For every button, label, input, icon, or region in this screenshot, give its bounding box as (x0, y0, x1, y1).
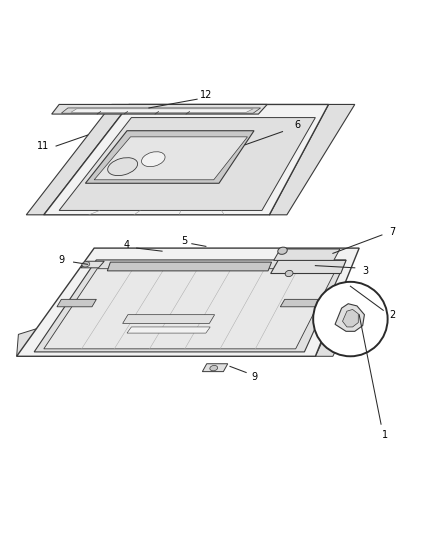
Polygon shape (202, 364, 228, 372)
Text: 4: 4 (124, 240, 130, 251)
Ellipse shape (210, 366, 218, 371)
Polygon shape (271, 260, 346, 273)
Polygon shape (61, 108, 261, 113)
Ellipse shape (278, 247, 287, 254)
Ellipse shape (82, 262, 90, 267)
Text: 7: 7 (389, 228, 395, 237)
Ellipse shape (108, 158, 138, 175)
Polygon shape (44, 269, 336, 349)
Polygon shape (81, 261, 104, 268)
Text: 3: 3 (363, 266, 369, 276)
Text: 1: 1 (382, 430, 389, 440)
Text: 6: 6 (295, 120, 301, 131)
Polygon shape (57, 300, 96, 307)
Polygon shape (44, 104, 328, 215)
Text: 12: 12 (200, 90, 212, 100)
Polygon shape (85, 131, 254, 183)
Polygon shape (34, 260, 346, 352)
Polygon shape (123, 314, 215, 324)
Polygon shape (52, 104, 267, 114)
Text: 11: 11 (37, 141, 49, 151)
Text: 9: 9 (58, 255, 64, 265)
Text: 2: 2 (389, 310, 395, 320)
Polygon shape (335, 304, 364, 332)
Ellipse shape (285, 270, 293, 277)
Polygon shape (107, 262, 272, 271)
Polygon shape (17, 328, 39, 356)
Polygon shape (71, 109, 253, 112)
Text: 5: 5 (181, 236, 187, 246)
Polygon shape (94, 137, 247, 180)
Ellipse shape (141, 152, 165, 167)
Polygon shape (274, 249, 340, 260)
Polygon shape (17, 248, 359, 356)
Polygon shape (343, 310, 358, 327)
Polygon shape (269, 104, 355, 215)
Polygon shape (280, 300, 326, 307)
Polygon shape (59, 118, 315, 211)
Text: 9: 9 (251, 372, 257, 382)
Polygon shape (315, 290, 364, 356)
Circle shape (313, 282, 388, 356)
Polygon shape (127, 327, 210, 333)
Polygon shape (26, 104, 129, 215)
